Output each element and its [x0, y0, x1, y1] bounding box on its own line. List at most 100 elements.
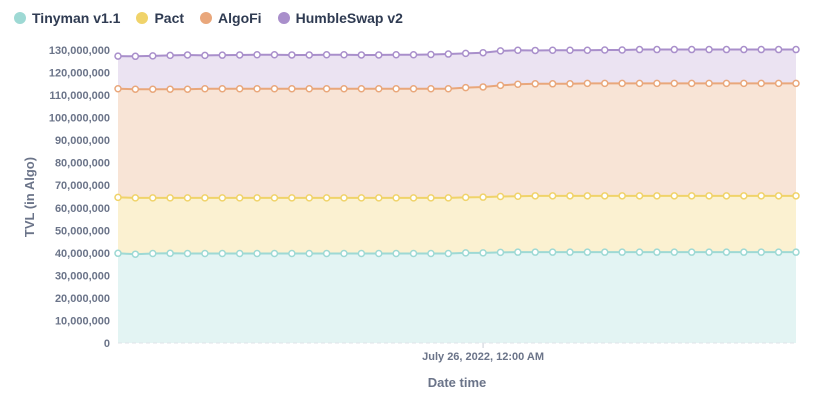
point-3-20[interactable]	[461, 49, 470, 58]
point-3-0[interactable]	[114, 52, 122, 60]
point-0-28[interactable]	[601, 248, 609, 256]
point-1-15[interactable]	[375, 194, 383, 202]
point-1-3[interactable]	[166, 194, 174, 202]
point-3-18[interactable]	[427, 50, 435, 59]
legend-item-pact[interactable]: Pact	[136, 10, 184, 26]
point-1-38[interactable]	[774, 192, 783, 200]
point-2-24[interactable]	[531, 80, 539, 88]
point-3-28[interactable]	[601, 46, 609, 54]
point-0-4[interactable]	[183, 249, 192, 258]
point-0-38[interactable]	[774, 248, 783, 256]
point-0-23[interactable]	[514, 248, 522, 256]
point-3-7[interactable]	[235, 51, 244, 59]
point-3-39[interactable]	[792, 45, 800, 54]
point-1-39[interactable]	[792, 192, 800, 200]
point-1-7[interactable]	[235, 194, 244, 202]
point-2-38[interactable]	[774, 79, 783, 88]
point-0-12[interactable]	[322, 249, 331, 258]
point-2-37[interactable]	[757, 79, 765, 88]
point-3-35[interactable]	[722, 45, 731, 54]
point-2-29[interactable]	[618, 79, 626, 88]
point-1-13[interactable]	[340, 194, 348, 202]
point-0-8[interactable]	[253, 249, 261, 258]
point-0-27[interactable]	[583, 248, 592, 256]
point-0-36[interactable]	[740, 248, 748, 256]
point-3-30[interactable]	[635, 45, 644, 54]
point-1-16[interactable]	[392, 194, 400, 202]
point-1-23[interactable]	[514, 192, 522, 201]
point-3-22[interactable]	[496, 47, 505, 55]
point-2-14[interactable]	[357, 85, 366, 93]
point-1-21[interactable]	[479, 193, 487, 201]
legend-item-tinyman[interactable]: Tinyman v1.1	[14, 10, 120, 26]
point-3-26[interactable]	[566, 46, 574, 54]
point-0-9[interactable]	[270, 249, 279, 258]
point-2-5[interactable]	[201, 85, 209, 93]
point-2-21[interactable]	[479, 83, 487, 91]
point-1-24[interactable]	[531, 192, 539, 200]
point-2-23[interactable]	[514, 80, 522, 89]
point-1-30[interactable]	[635, 192, 644, 200]
point-3-14[interactable]	[357, 51, 366, 59]
point-0-5[interactable]	[201, 249, 209, 258]
point-0-33[interactable]	[687, 248, 696, 256]
point-3-24[interactable]	[531, 46, 539, 55]
point-1-28[interactable]	[601, 192, 609, 200]
point-3-33[interactable]	[687, 45, 696, 54]
point-1-20[interactable]	[461, 193, 470, 202]
point-3-9[interactable]	[270, 50, 279, 59]
point-2-3[interactable]	[166, 85, 174, 93]
point-3-8[interactable]	[253, 50, 261, 59]
point-0-31[interactable]	[653, 248, 661, 256]
point-0-6[interactable]	[218, 249, 227, 258]
point-3-2[interactable]	[149, 52, 157, 60]
point-1-34[interactable]	[705, 192, 713, 200]
point-3-21[interactable]	[479, 48, 487, 57]
legend-item-algofi[interactable]: AlgoFi	[200, 10, 262, 26]
point-0-19[interactable]	[444, 249, 453, 258]
point-0-34[interactable]	[705, 248, 713, 256]
point-0-35[interactable]	[722, 248, 731, 256]
point-1-32[interactable]	[670, 192, 679, 200]
point-3-38[interactable]	[774, 45, 783, 54]
point-3-29[interactable]	[618, 46, 626, 54]
point-2-30[interactable]	[635, 79, 644, 88]
point-1-37[interactable]	[757, 192, 765, 200]
point-0-25[interactable]	[548, 248, 557, 256]
point-0-13[interactable]	[340, 249, 348, 258]
point-1-27[interactable]	[583, 192, 592, 200]
point-0-24[interactable]	[531, 248, 539, 256]
point-2-22[interactable]	[496, 81, 505, 90]
point-1-22[interactable]	[496, 192, 505, 201]
point-0-1[interactable]	[131, 250, 140, 258]
point-0-14[interactable]	[357, 249, 366, 258]
point-2-27[interactable]	[583, 79, 592, 88]
point-3-12[interactable]	[322, 50, 331, 59]
point-3-6[interactable]	[218, 51, 227, 59]
point-2-32[interactable]	[670, 79, 679, 88]
point-2-15[interactable]	[375, 85, 383, 93]
point-0-16[interactable]	[392, 249, 400, 258]
point-2-26[interactable]	[566, 80, 574, 88]
point-0-2[interactable]	[149, 249, 157, 258]
point-2-13[interactable]	[340, 85, 348, 93]
point-2-36[interactable]	[740, 79, 748, 88]
point-2-1[interactable]	[131, 85, 140, 93]
legend-item-humbleswap[interactable]: HumbleSwap v2	[277, 10, 403, 26]
point-1-12[interactable]	[322, 194, 331, 202]
point-1-10[interactable]	[288, 194, 296, 202]
point-3-13[interactable]	[340, 50, 348, 59]
point-2-6[interactable]	[218, 85, 227, 93]
point-0-39[interactable]	[792, 248, 800, 256]
point-1-33[interactable]	[687, 192, 696, 200]
point-3-11[interactable]	[305, 51, 313, 59]
point-3-5[interactable]	[201, 51, 209, 60]
point-2-25[interactable]	[548, 80, 557, 88]
point-2-12[interactable]	[322, 85, 331, 93]
point-2-19[interactable]	[444, 85, 453, 93]
point-1-26[interactable]	[566, 192, 574, 200]
point-2-8[interactable]	[253, 85, 261, 93]
point-1-35[interactable]	[722, 192, 731, 200]
point-2-33[interactable]	[687, 79, 696, 88]
point-1-25[interactable]	[548, 192, 557, 200]
